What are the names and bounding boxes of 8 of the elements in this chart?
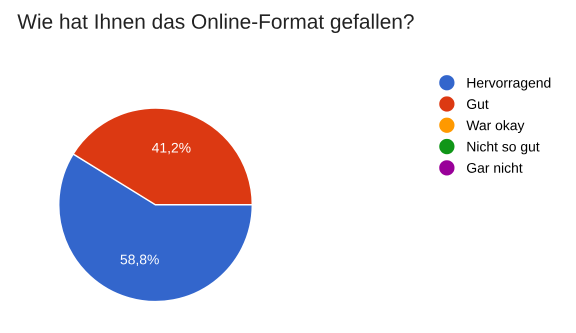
legend-label: Gar nicht — [467, 162, 523, 173]
chart-title: Wie hat Ihnen das Online-Format gefallen? — [17, 14, 414, 34]
data-label: 58,8% — [120, 254, 159, 266]
legend-label: Hervorragend — [467, 78, 550, 90]
legend-label: Nicht so gut — [467, 141, 540, 154]
data-label: 41,2% — [152, 142, 191, 154]
legend-label: War okay — [466, 120, 524, 134]
legend-label: Gut — [467, 99, 489, 109]
